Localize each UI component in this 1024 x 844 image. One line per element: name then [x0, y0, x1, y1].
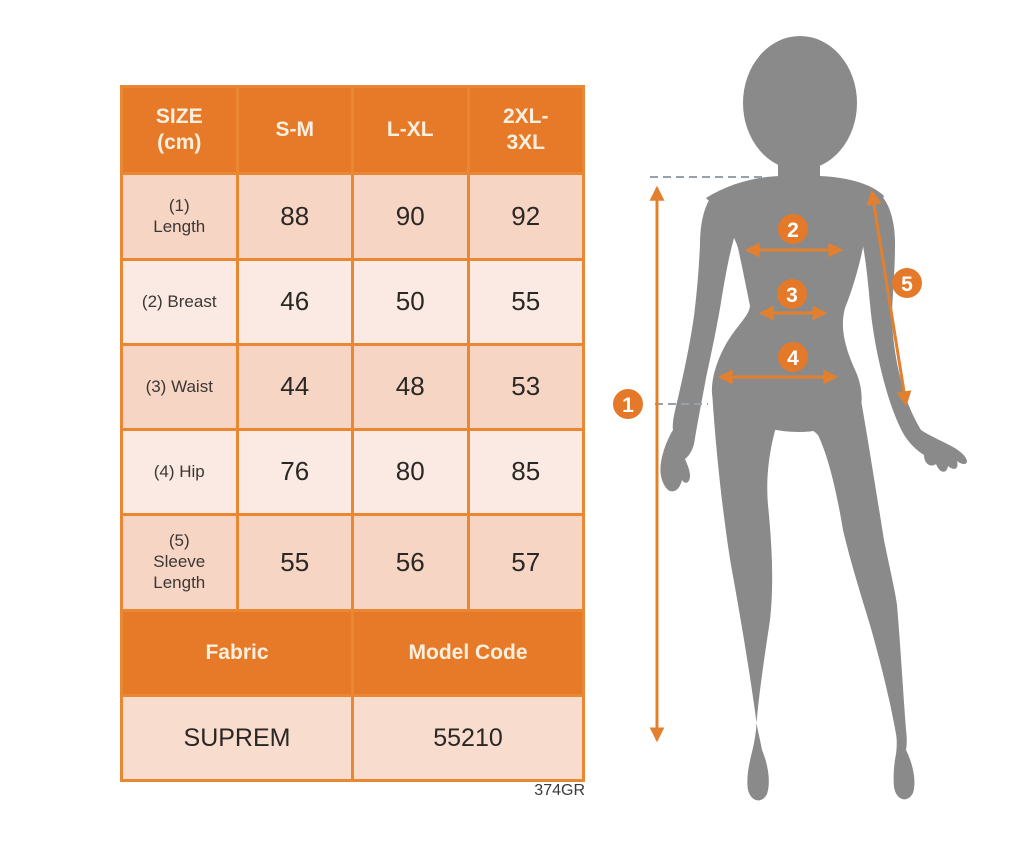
marker-4: 4: [778, 342, 808, 372]
row-label-breast: (2) Breast: [123, 261, 236, 343]
value-waist-s-m: 44: [238, 346, 351, 428]
value-sleeve-l-xl: 56: [354, 516, 467, 609]
marker-1: 1: [613, 389, 643, 419]
model-code-value: 55210: [354, 697, 582, 779]
model-code-header: Model Code: [354, 612, 582, 694]
value-breast-2xl-3xl: 55: [469, 261, 582, 343]
value-hip-2xl-3xl: 85: [469, 431, 582, 513]
body-silhouette: [660, 36, 967, 801]
value-length-2xl-3xl: 92: [469, 175, 582, 258]
value-breast-l-xl: 50: [354, 261, 467, 343]
row-label-waist: (3) Waist: [123, 346, 236, 428]
marker-3-number: 3: [786, 284, 798, 307]
value-waist-2xl-3xl: 53: [469, 346, 582, 428]
marker-2-number: 2: [787, 219, 799, 242]
value-hip-s-m: 76: [238, 431, 351, 513]
column-header-l-xl: L-XL: [354, 88, 467, 172]
sleeve-arrow: [866, 189, 912, 407]
value-length-l-xl: 90: [354, 175, 467, 258]
row-label-hip: (4) Hip: [123, 431, 236, 513]
value-breast-s-m: 46: [238, 261, 351, 343]
value-waist-l-xl: 48: [354, 346, 467, 428]
marker-4-number: 4: [787, 347, 799, 370]
size-table: SIZE (cm) S-M L-XL 2XL- 3XL (1) Length 8…: [120, 85, 585, 782]
marker-1-number: 1: [622, 394, 634, 417]
fabric-header: Fabric: [123, 612, 351, 694]
marker-5: 5: [892, 268, 922, 298]
value-hip-l-xl: 80: [354, 431, 467, 513]
value-sleeve-2xl-3xl: 57: [469, 516, 582, 609]
row-label-length: (1) Length: [123, 175, 236, 258]
fabric-value: SUPREM: [123, 697, 351, 779]
marker-2: 2: [778, 214, 808, 244]
row-label-sleeve-length: (5) Sleeve Length: [123, 516, 236, 609]
value-length-s-m: 88: [238, 175, 351, 258]
marker-3: 3: [777, 279, 807, 309]
column-header-2xl-3xl: 2XL- 3XL: [469, 88, 582, 172]
size-unit-header: SIZE (cm): [123, 88, 236, 172]
value-sleeve-s-m: 55: [238, 516, 351, 609]
marker-5-number: 5: [901, 273, 913, 296]
column-header-s-m: S-M: [238, 88, 351, 172]
weight-note: 374GR: [534, 782, 585, 799]
